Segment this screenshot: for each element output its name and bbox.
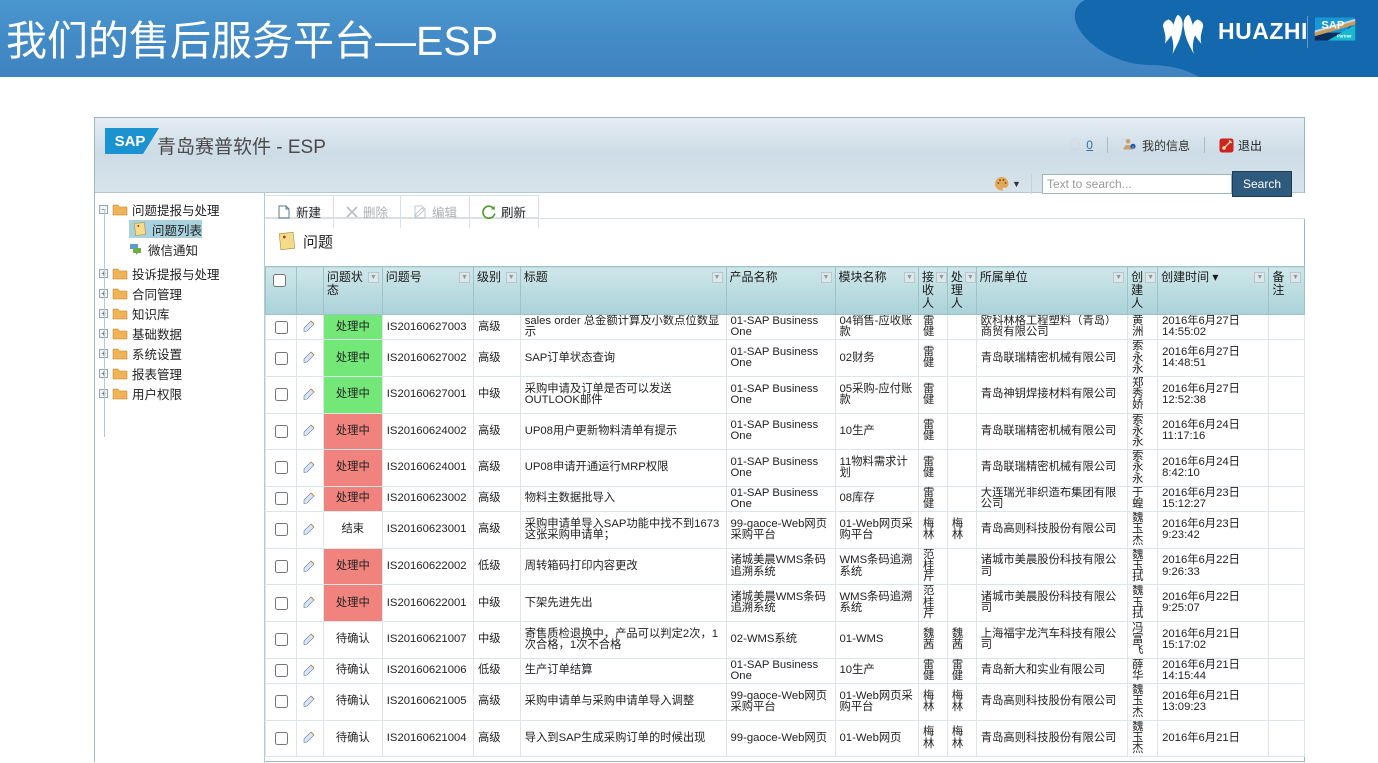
svg-text:SAP: SAP (115, 133, 146, 150)
svg-text:SAP: SAP (1321, 19, 1345, 31)
svg-text:Partner: Partner (1337, 33, 1352, 38)
svg-text:i: i (1132, 145, 1133, 149)
